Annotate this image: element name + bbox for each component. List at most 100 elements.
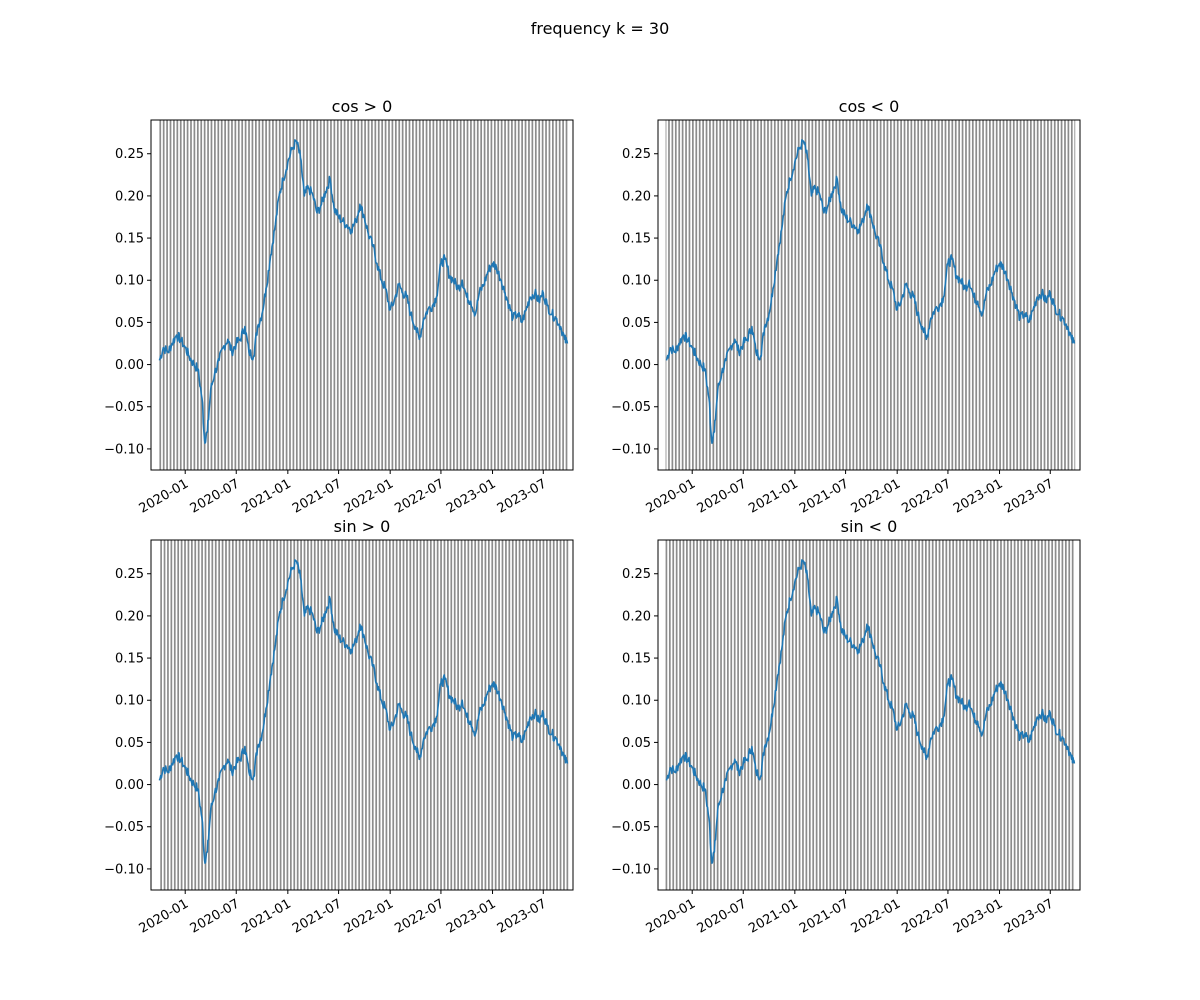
shaded-band	[300, 540, 302, 890]
shaded-band	[712, 120, 715, 470]
shaded-band	[952, 540, 955, 890]
shaded-band	[416, 540, 419, 890]
shaded-band	[399, 540, 401, 890]
shaded-band	[391, 120, 394, 470]
shaded-band	[975, 120, 978, 470]
shaded-band	[962, 540, 965, 890]
shaded-band	[344, 540, 347, 890]
shaded-band	[937, 120, 940, 470]
shaded-band	[429, 120, 431, 470]
shaded-band	[245, 540, 248, 890]
shaded-band	[1070, 120, 1073, 470]
shaded-band	[686, 540, 688, 890]
shaded-band	[309, 120, 312, 470]
shaded-band	[709, 120, 711, 470]
shaded-band	[235, 540, 238, 890]
shaded-band	[870, 540, 873, 890]
shaded-band	[179, 120, 182, 470]
shaded-band	[1054, 540, 1057, 890]
shaded-band	[307, 540, 309, 890]
shaded-band	[743, 120, 745, 470]
shaded-band	[562, 120, 564, 470]
shaded-band	[781, 540, 784, 890]
shaded-band	[1029, 120, 1032, 470]
shaded-band	[815, 540, 818, 890]
shaded-band	[839, 540, 842, 890]
shaded-band	[750, 540, 753, 890]
shaded-band	[1030, 540, 1033, 890]
shaded-band	[186, 120, 189, 470]
shaded-band	[1064, 540, 1067, 890]
shaded-band	[732, 120, 735, 470]
shaded-band	[1020, 540, 1023, 890]
shaded-band	[484, 540, 487, 890]
shaded-band	[316, 120, 319, 470]
shaded-band	[679, 540, 681, 890]
y-tick-label: −0.05	[611, 820, 651, 835]
y-tick-label: 0.00	[115, 358, 144, 373]
shaded-band	[293, 540, 296, 890]
shaded-band	[422, 120, 424, 470]
shaded-band	[921, 540, 924, 890]
shaded-band	[374, 120, 377, 470]
y-tick-label: 0.25	[115, 567, 144, 582]
shaded-band	[375, 540, 378, 890]
y-tick-label: 0.05	[622, 736, 651, 751]
shaded-band	[907, 120, 909, 470]
shaded-band	[736, 120, 739, 470]
shaded-band	[214, 120, 216, 470]
shaded-bands	[160, 540, 569, 890]
shaded-band	[261, 120, 264, 470]
shaded-band	[890, 120, 892, 470]
shaded-band	[365, 540, 367, 890]
shaded-band	[299, 120, 302, 470]
shaded-band	[856, 540, 859, 890]
shaded-band	[194, 540, 197, 890]
shaded-band	[821, 120, 824, 470]
series-line	[158, 559, 569, 865]
shaded-band	[303, 540, 306, 890]
shaded-band	[829, 540, 832, 890]
shaded-band	[412, 540, 415, 890]
shaded-band	[313, 120, 315, 470]
shaded-band	[552, 540, 555, 890]
y-tick-label: 0.20	[115, 189, 144, 204]
shaded-band	[746, 120, 749, 470]
series-line	[158, 139, 569, 445]
shaded-band	[354, 120, 356, 470]
shaded-band	[491, 540, 494, 890]
shaded-band	[715, 120, 718, 470]
shaded-band	[248, 120, 250, 470]
shaded-band	[826, 540, 828, 890]
shaded-band	[692, 540, 695, 890]
shaded-band	[320, 540, 323, 890]
shaded-band	[521, 120, 523, 470]
shaded-band	[262, 540, 265, 890]
shaded-band	[784, 120, 786, 470]
shaded-band	[852, 120, 855, 470]
shaded-band	[959, 540, 961, 890]
shaded-band	[555, 120, 558, 470]
shaded-band	[241, 120, 244, 470]
shaded-band	[481, 540, 483, 890]
shaded-band	[163, 540, 166, 890]
shaded-band	[843, 540, 845, 890]
shaded-band	[218, 540, 221, 890]
shaded-band	[313, 540, 316, 890]
shaded-band	[671, 120, 674, 470]
shaded-band	[183, 120, 186, 470]
shaded-band	[730, 540, 733, 890]
shaded-bands	[665, 120, 1076, 470]
shaded-band	[753, 120, 756, 470]
shaded-band	[433, 540, 436, 890]
shaded-band	[1017, 540, 1019, 890]
shaded-band	[266, 540, 268, 890]
shaded-band	[333, 120, 336, 470]
shaded-band	[934, 120, 937, 470]
shaded-band	[842, 120, 844, 470]
shaded-band	[415, 120, 418, 470]
shaded-band	[169, 120, 172, 470]
shaded-band	[1064, 120, 1066, 470]
shaded-band	[524, 120, 527, 470]
shaded-band	[709, 540, 712, 890]
